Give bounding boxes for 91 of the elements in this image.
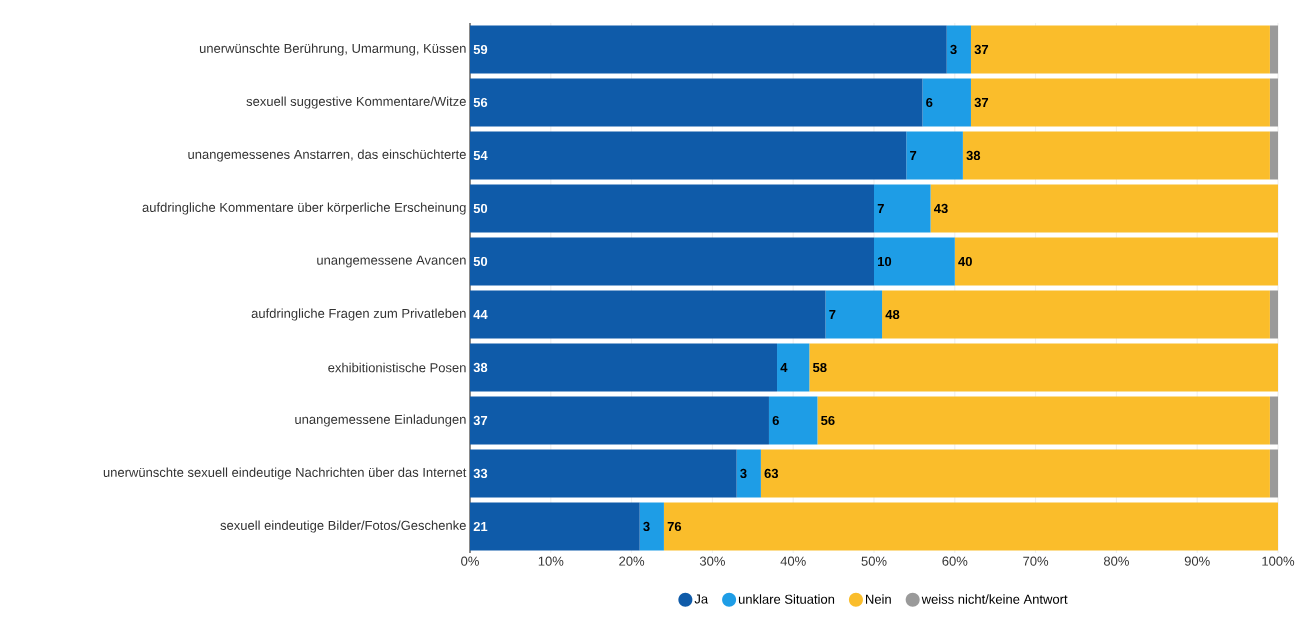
x-tick-label: 0%	[461, 556, 479, 566]
bar	[946, 25, 971, 74]
data-label: 4	[780, 363, 788, 372]
bar	[1269, 131, 1278, 180]
bar	[470, 290, 826, 339]
data-label: 37	[473, 415, 488, 426]
data-label: 38	[966, 150, 981, 161]
bar	[874, 184, 931, 233]
data-label: 76	[667, 521, 682, 532]
y-tick-label: sexuell eindeutige Bilder/Fotos/Geschenke	[220, 520, 466, 533]
data-label: 54	[473, 150, 488, 161]
bar	[1269, 290, 1278, 339]
x-tick-label: 10%	[538, 556, 564, 566]
data-label: 21	[473, 521, 488, 532]
legend-label: Nein	[866, 594, 891, 604]
data-label: 58	[812, 362, 827, 373]
bar	[817, 396, 1270, 445]
x-tick-label: 80%	[1103, 556, 1129, 566]
data-label: 48	[885, 309, 900, 320]
bar	[760, 449, 1270, 498]
legend-label: unklare Situation	[738, 594, 835, 604]
data-label: 44	[473, 310, 488, 319]
bar	[1269, 78, 1278, 127]
bar	[962, 131, 1270, 180]
x-tick-label: 70%	[1023, 556, 1049, 566]
data-label: 33	[473, 468, 488, 479]
y-tick-label: unerwünschte sexuell eindeutige Nachrichten über das Internet	[103, 467, 467, 480]
bar	[954, 237, 1278, 286]
data-label: 7	[829, 310, 836, 319]
data-label: 56	[821, 415, 835, 426]
y-tick-label: aufdringliche Kommentare über körperliche Erscheinung	[142, 202, 466, 215]
bar	[470, 343, 778, 392]
bar	[970, 25, 1270, 74]
data-label: 3	[643, 521, 650, 532]
data-label: 6	[926, 97, 933, 108]
data-label: 50	[473, 256, 488, 267]
y-tick-label: sexuell suggestive Kommentare/Witze	[246, 96, 466, 109]
data-label: 10	[878, 256, 892, 267]
y-tick-label: unangemessene Einladungen	[295, 414, 466, 427]
bar	[470, 25, 947, 74]
data-label: 6	[772, 415, 779, 426]
bar	[663, 502, 1278, 551]
bar	[922, 78, 971, 127]
y-tick-label: aufdringliche Fragen zum Privatleben	[251, 308, 466, 321]
bar	[470, 78, 923, 127]
x-tick-label: 100%	[1262, 556, 1295, 566]
data-label: 38	[473, 362, 488, 373]
bar	[970, 78, 1270, 127]
bar	[1269, 25, 1278, 74]
bar	[470, 237, 874, 286]
x-tick-label: 40%	[780, 556, 806, 566]
bar	[825, 290, 883, 339]
y-tick-label: exhibitionistische Posen	[328, 362, 466, 373]
y-tick-label: unerwünschte Berührung, Umarmung, Küssen	[199, 43, 466, 56]
data-label: 50	[473, 203, 488, 214]
data-label: 56	[473, 97, 488, 108]
bar	[1269, 396, 1278, 445]
y-tick-label: unangemessene Avancen	[317, 255, 466, 268]
data-label: 3	[950, 44, 957, 55]
bar	[906, 131, 963, 180]
data-label: 7	[877, 204, 884, 213]
bar	[470, 131, 907, 180]
bar	[882, 290, 1270, 339]
bar	[809, 343, 1278, 392]
data-label: 59	[473, 44, 488, 55]
bar	[1269, 449, 1278, 498]
bar	[874, 237, 955, 286]
bar	[470, 502, 640, 551]
data-label: 37	[974, 44, 989, 55]
data-label: 63	[764, 468, 779, 479]
bar	[470, 449, 737, 498]
x-tick-label: 50%	[861, 556, 887, 566]
legend-label: weiss nicht/keine Antwort	[921, 594, 1068, 604]
x-tick-label: 20%	[619, 556, 645, 566]
x-tick-label: 90%	[1184, 556, 1210, 566]
legend-label: Ja	[694, 594, 709, 604]
bar	[736, 449, 761, 498]
data-label: 40	[958, 256, 972, 267]
bar	[777, 343, 810, 392]
bar	[930, 184, 1278, 233]
y-tick-label: unangemessenes Anstarren, das einschüchterte	[188, 149, 466, 162]
bar	[470, 396, 769, 445]
data-label: 43	[933, 203, 948, 214]
data-label: 3	[740, 468, 747, 479]
data-label: 7	[910, 151, 917, 160]
bar	[639, 502, 664, 551]
data-label: 37	[974, 97, 989, 108]
x-tick-label: 30%	[699, 556, 725, 566]
bar	[470, 184, 874, 233]
bar	[768, 396, 818, 445]
x-tick-label: 60%	[942, 556, 968, 566]
